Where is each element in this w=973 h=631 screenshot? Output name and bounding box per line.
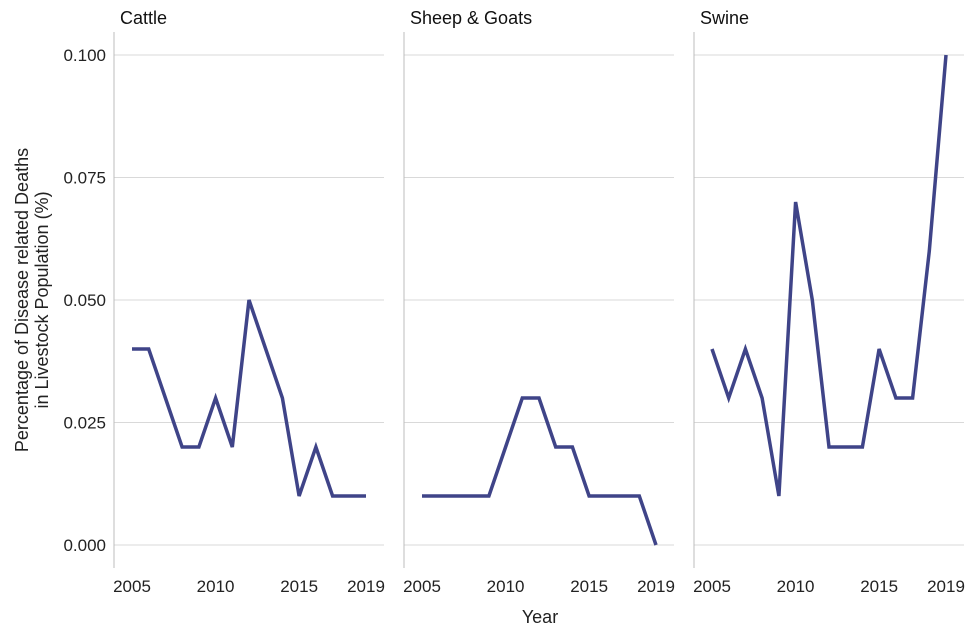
y-axis-title-line-1: Percentage of Disease related Deaths: [12, 148, 32, 452]
y-tick-label-2: 0.050: [63, 291, 106, 310]
x-tick-label-panel-3-2019: 2019: [927, 577, 965, 596]
label-layer: Year Percentage of Disease related Death…: [12, 8, 965, 627]
panel-title-3: Swine: [700, 8, 749, 28]
x-tick-label-panel-2-2010: 2010: [487, 577, 525, 596]
x-tick-label-panel-1-2005: 2005: [113, 577, 151, 596]
x-tick-label-panel-2-2015: 2015: [570, 577, 608, 596]
x-tick-label-panel-1-2015: 2015: [280, 577, 318, 596]
line-layer: [132, 54, 948, 546]
x-tick-label-panel-2-2005: 2005: [403, 577, 441, 596]
x-tick-label-panel-1-2010: 2010: [197, 577, 235, 596]
panel-title-1: Cattle: [120, 8, 167, 28]
x-tick-label-panel-3-2005: 2005: [693, 577, 731, 596]
x-tick-label-panel-2-2019: 2019: [637, 577, 675, 596]
y-tick-label-1: 0.025: [63, 414, 106, 433]
x-tick-label-panel-3-2015: 2015: [860, 577, 898, 596]
x-tick-label-panel-1-2019: 2019: [347, 577, 385, 596]
y-tick-label-3: 0.075: [63, 169, 106, 188]
y-axis-title-line-2: in Livestock Population (%): [32, 191, 52, 408]
series-line-2: [422, 396, 658, 546]
axis-layer: [113, 32, 695, 568]
grid-layer: [114, 54, 964, 546]
panel-title-2: Sheep & Goats: [410, 8, 532, 28]
x-axis-title: Year: [522, 607, 558, 627]
series-line-3: [710, 54, 948, 497]
series-line-1: [132, 299, 366, 498]
y-tick-label-0: 0.000: [63, 536, 106, 555]
x-tick-label-panel-3-2010: 2010: [777, 577, 815, 596]
y-tick-label-4: 0.100: [63, 46, 106, 65]
